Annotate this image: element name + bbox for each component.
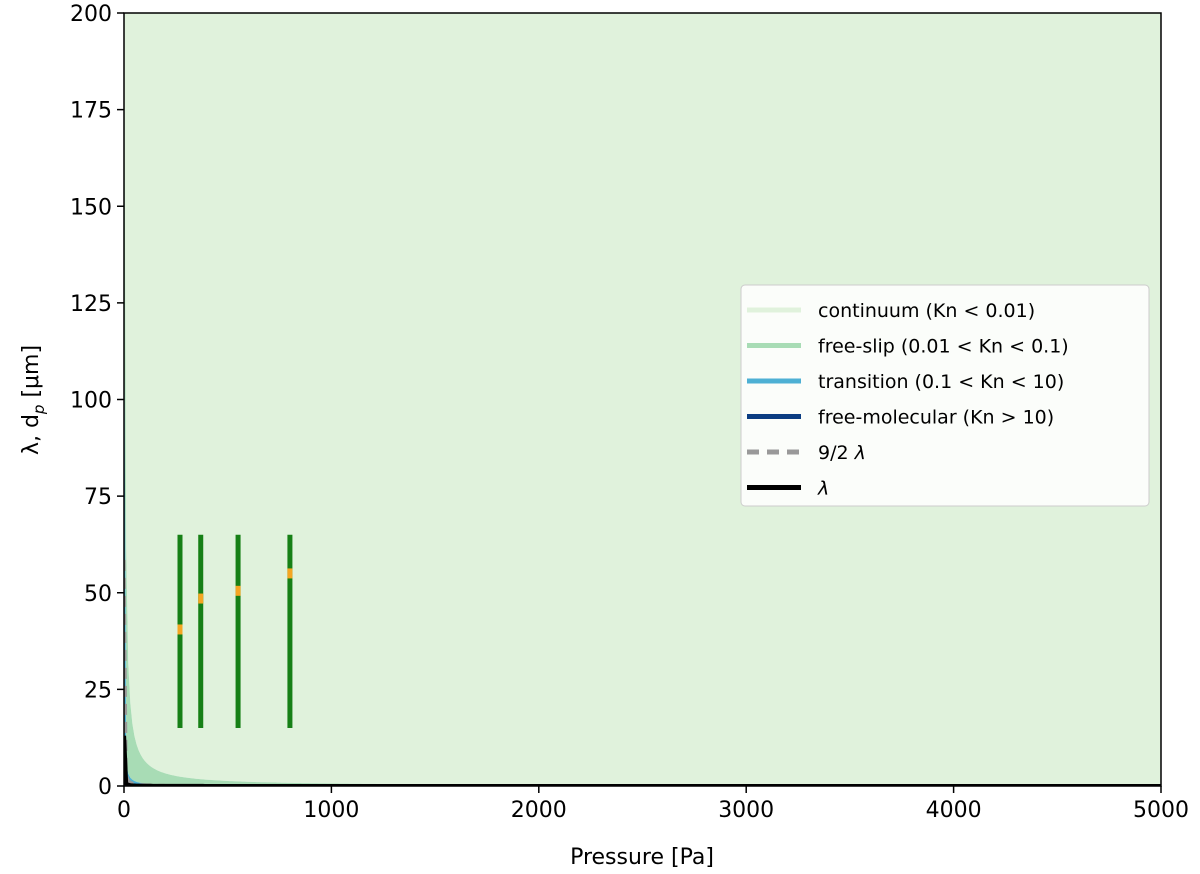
measurement-bars bbox=[177, 534, 293, 729]
y-tick-label: 175 bbox=[70, 99, 112, 124]
legend-label-symbol: λ bbox=[817, 478, 829, 500]
y-axis-title-main: λ, d bbox=[19, 414, 44, 455]
y-axis-title-subscript: p bbox=[30, 405, 48, 416]
x-axis-title: Pressure [Pa] bbox=[570, 845, 714, 870]
error-bar-marker-0 bbox=[177, 624, 183, 635]
legend-label-4: 9/2 λ bbox=[818, 442, 866, 464]
legend-label-text: continuum (Kn < 0.01) bbox=[818, 300, 1035, 322]
y-tick-label: 50 bbox=[84, 582, 112, 607]
x-tick-label: 5000 bbox=[1133, 798, 1189, 823]
legend-label-5: λ bbox=[817, 478, 829, 500]
y-tick-label: 200 bbox=[70, 2, 112, 27]
error-bar-marker-3 bbox=[287, 568, 293, 579]
y-tick-label: 25 bbox=[84, 678, 112, 703]
legend-label-symbol: λ bbox=[854, 442, 866, 464]
y-axis-ticks: 0 25 50 75 100 125 150 175 200 bbox=[70, 2, 124, 800]
legend-label-2: transition (0.1 < Kn < 10) bbox=[818, 371, 1064, 393]
y-axis-title: λ, dp [μm] bbox=[19, 345, 48, 455]
error-bar-marker-2 bbox=[235, 585, 241, 596]
x-tick-label: 3000 bbox=[718, 798, 774, 823]
legend: continuum (Kn < 0.01) free-slip (0.01 < K… bbox=[740, 284, 1150, 507]
legend-label-text: free-slip (0.01 < Kn < 0.1) bbox=[818, 336, 1069, 358]
x-tick-label: 2000 bbox=[511, 798, 567, 823]
y-axis-title-unit: [μm] bbox=[19, 345, 44, 405]
x-axis-ticks: 0 1000 2000 3000 4000 5000 bbox=[117, 786, 1189, 823]
y-tick-label: 125 bbox=[70, 292, 112, 317]
legend-label-0: continuum (Kn < 0.01) bbox=[818, 300, 1035, 322]
y-tick-label: 150 bbox=[70, 195, 112, 220]
legend-label-1: free-slip (0.01 < Kn < 0.1) bbox=[818, 336, 1069, 358]
legend-label-text: free-molecular (Kn > 10) bbox=[818, 407, 1054, 429]
x-tick-label: 1000 bbox=[303, 798, 359, 823]
region-0 bbox=[124, 13, 1161, 786]
y-tick-label: 0 bbox=[98, 775, 112, 800]
kn-regions bbox=[124, 13, 1161, 786]
legend-label-text: transition (0.1 < Kn < 10) bbox=[818, 371, 1064, 393]
legend-label-3: free-molecular (Kn > 10) bbox=[818, 407, 1054, 429]
y-tick-label: 100 bbox=[70, 389, 112, 414]
x-tick-label: 4000 bbox=[926, 798, 982, 823]
error-bar-marker-1 bbox=[198, 593, 204, 604]
legend-box bbox=[740, 284, 1150, 507]
y-tick-label: 75 bbox=[84, 485, 112, 510]
legend-label-text: 9/2 bbox=[818, 442, 855, 464]
x-tick-label: 0 bbox=[117, 798, 131, 823]
